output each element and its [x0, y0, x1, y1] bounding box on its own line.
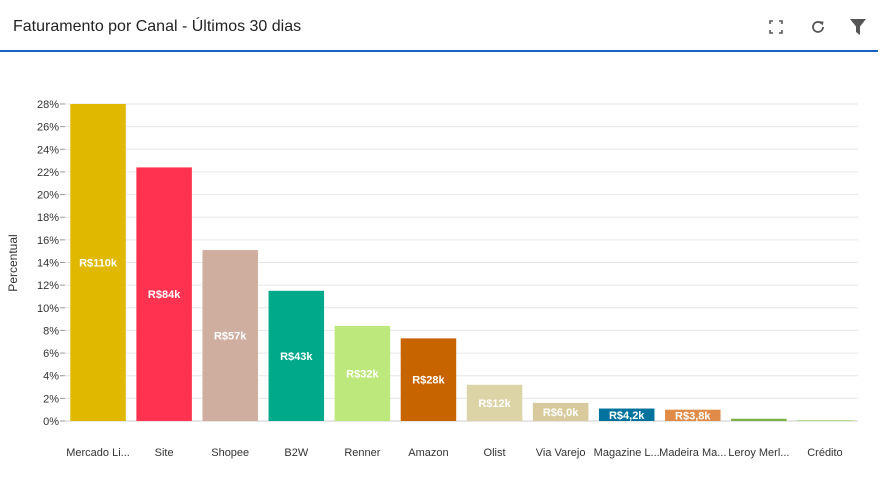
y-axis-label: Percentual — [6, 234, 20, 291]
bar[interactable] — [532, 402, 589, 421]
x-tick-label: Amazon — [408, 447, 448, 459]
y-tick-label: 16% — [37, 235, 59, 247]
y-axis: 0% 2% 4% 6% 8% 10% 12% 14% 16% 18% 20% 22% 24% 26% 28% — [37, 99, 65, 428]
y-tick-label: 2% — [43, 393, 59, 405]
x-tick-label: Via Varejo — [536, 447, 586, 459]
x-tick-label: Site — [155, 447, 174, 459]
x-axis: Mercado Li... Site Shopee B2W Renner Amazon Ol… — [66, 447, 842, 459]
x-tick-label: Olist — [484, 447, 506, 459]
bar[interactable] — [731, 418, 787, 421]
y-tick-label: 10% — [37, 303, 59, 315]
bar[interactable] — [268, 290, 325, 421]
bar-value-label: R$110k — [79, 258, 118, 270]
y-tick-label: 26% — [37, 122, 59, 134]
bar[interactable] — [400, 338, 457, 421]
bar-chart: 0% 2% 4% 6% 8% 10% 12% 14% 16% 18% 20% 22% 24% 26% 28%… — [0, 60, 884, 478]
bar-value-label: R$32k — [346, 368, 379, 380]
y-tick-label: 28% — [37, 99, 59, 111]
y-tick-label: 0% — [43, 416, 59, 428]
bar-value-label: R$43k — [280, 351, 313, 363]
x-tick-label: Magazine L... — [594, 447, 660, 459]
x-tick-label: Madeira Ma... — [659, 447, 726, 459]
panel-title: Faturamento por Canal - Últimos 30 dias — [13, 18, 302, 35]
panel-header: Faturamento por Canal - Últimos 30 dias — [0, 0, 878, 52]
y-tick-label: 12% — [37, 280, 59, 292]
y-tick-label: 24% — [37, 144, 59, 156]
chart-grid — [65, 103, 858, 422]
bar-value-label: R$57k — [214, 331, 247, 343]
x-tick-label: B2W — [284, 447, 308, 459]
y-tick-label: 4% — [43, 371, 59, 383]
bar[interactable] — [598, 408, 655, 421]
bar-value-label: R$28k — [412, 375, 445, 387]
x-tick-label: Mercado Li... — [66, 447, 130, 459]
bar[interactable] — [665, 409, 721, 421]
bar[interactable] — [797, 420, 853, 421]
bar-value-label: R$6,0k — [543, 407, 579, 419]
refresh-icon[interactable] — [808, 17, 828, 37]
bar-value-label: R$12k — [478, 398, 511, 410]
x-tick-label: Crédito — [807, 447, 842, 459]
y-tick-label: 18% — [37, 212, 59, 224]
bar[interactable] — [136, 167, 192, 421]
x-tick-label: Renner — [344, 447, 380, 459]
bar[interactable] — [70, 104, 126, 421]
y-tick-label: 6% — [43, 348, 59, 360]
bar[interactable] — [466, 384, 523, 421]
bar-value-label: R$4,2k — [609, 410, 645, 422]
bar-value-label: R$84k — [148, 289, 181, 301]
y-tick-label: 22% — [37, 167, 59, 179]
y-tick-label: 14% — [37, 258, 59, 270]
bar[interactable] — [334, 325, 391, 421]
bar[interactable] — [202, 250, 258, 421]
fullscreen-icon[interactable] — [766, 17, 786, 37]
chart-svg: 0% 2% 4% 6% 8% 10% 12% 14% 16% 18% 20% 22% 24% 26% 28%… — [6, 99, 858, 459]
y-tick-label: 8% — [43, 325, 59, 337]
bar-value-label: R$3,8k — [675, 410, 711, 422]
x-tick-label: Shopee — [211, 447, 249, 459]
bars: R$110k R$84k R$57k R$43k R$32k R$28k R$12k R$6,… — [70, 104, 853, 422]
x-tick-label: Leroy Merl... — [728, 447, 789, 459]
filter-icon[interactable] — [848, 17, 868, 37]
y-tick-label: 20% — [37, 190, 59, 202]
